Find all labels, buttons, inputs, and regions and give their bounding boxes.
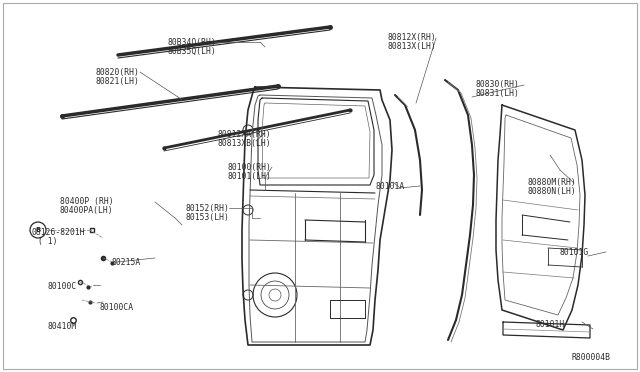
- Text: 80100CA: 80100CA: [100, 303, 134, 312]
- Text: 80B34Q(RH): 80B34Q(RH): [168, 38, 217, 47]
- Text: 80812XA(RH): 80812XA(RH): [218, 130, 271, 139]
- Text: 80880N(LH): 80880N(LH): [528, 187, 577, 196]
- Text: 80821(LH): 80821(LH): [95, 77, 139, 86]
- Text: 08126-8201H: 08126-8201H: [32, 228, 86, 237]
- Text: 80152(RH): 80152(RH): [185, 204, 229, 213]
- Text: 80400PA(LH): 80400PA(LH): [60, 206, 114, 215]
- Text: 80215A: 80215A: [112, 258, 141, 267]
- Text: 80880M(RH): 80880M(RH): [528, 178, 577, 187]
- Text: 80B35Q(LH): 80B35Q(LH): [168, 47, 217, 56]
- Text: 80813XB(LH): 80813XB(LH): [218, 139, 271, 148]
- Text: 80400P (RH): 80400P (RH): [60, 197, 114, 206]
- Text: B: B: [35, 227, 40, 233]
- Text: 80100(RH): 80100(RH): [228, 163, 272, 172]
- Text: 80812X(RH): 80812X(RH): [388, 33, 436, 42]
- Text: 80101A: 80101A: [375, 182, 404, 191]
- Text: 80410M: 80410M: [48, 322, 77, 331]
- Text: R800004B: R800004B: [572, 353, 611, 362]
- Text: 80101(LH): 80101(LH): [228, 172, 272, 181]
- Text: 80153(LH): 80153(LH): [185, 213, 229, 222]
- Text: 80831(LH): 80831(LH): [476, 89, 520, 98]
- Text: ( 1): ( 1): [38, 237, 58, 246]
- Text: 80820(RH): 80820(RH): [95, 68, 139, 77]
- Text: 80830(RH): 80830(RH): [476, 80, 520, 89]
- Text: 80100C: 80100C: [48, 282, 77, 291]
- Text: 80101H: 80101H: [536, 320, 565, 329]
- Text: 80813X(LH): 80813X(LH): [388, 42, 436, 51]
- Text: 80101G: 80101G: [560, 248, 589, 257]
